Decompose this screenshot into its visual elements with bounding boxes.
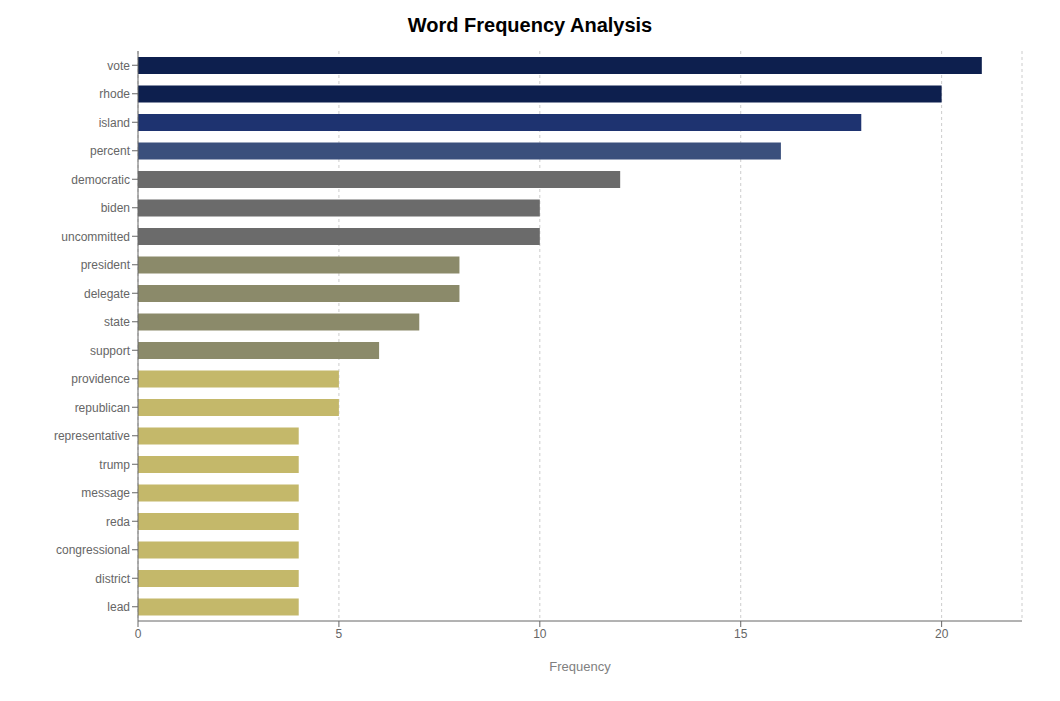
svg-text:lead: lead	[107, 600, 130, 614]
svg-text:0: 0	[135, 627, 142, 641]
svg-text:message: message	[81, 486, 130, 500]
svg-text:15: 15	[734, 627, 748, 641]
svg-text:representative: representative	[54, 429, 130, 443]
svg-text:district: district	[95, 572, 130, 586]
svg-text:rhode: rhode	[99, 87, 130, 101]
svg-text:republican: republican	[75, 401, 130, 415]
svg-text:vote: vote	[107, 59, 130, 73]
svg-text:island: island	[99, 116, 130, 130]
html-text:Word Frequency Analysis: Word Frequency Analysis	[407, 14, 653, 36]
svg-text:providence: providence	[71, 372, 130, 386]
svg-text:support: support	[90, 344, 131, 358]
svg-text:delegate: delegate	[84, 287, 130, 301]
svg-text:10: 10	[533, 627, 547, 641]
svg-text:democratic: democratic	[71, 173, 130, 187]
svg-text:Frequency: Frequency	[549, 659, 611, 674]
svg-text:biden: biden	[101, 201, 130, 215]
svg-text:5: 5	[336, 627, 343, 641]
svg-text:congressional: congressional	[56, 543, 130, 557]
svg-text:state: state	[104, 315, 130, 329]
svg-text:trump: trump	[99, 458, 130, 472]
svg-text:reda: reda	[106, 515, 130, 529]
svg-text:20: 20	[935, 627, 949, 641]
svg-text:uncommitted: uncommitted	[61, 230, 130, 244]
svg-text:president: president	[81, 258, 131, 272]
svg-text:percent: percent	[90, 144, 131, 158]
